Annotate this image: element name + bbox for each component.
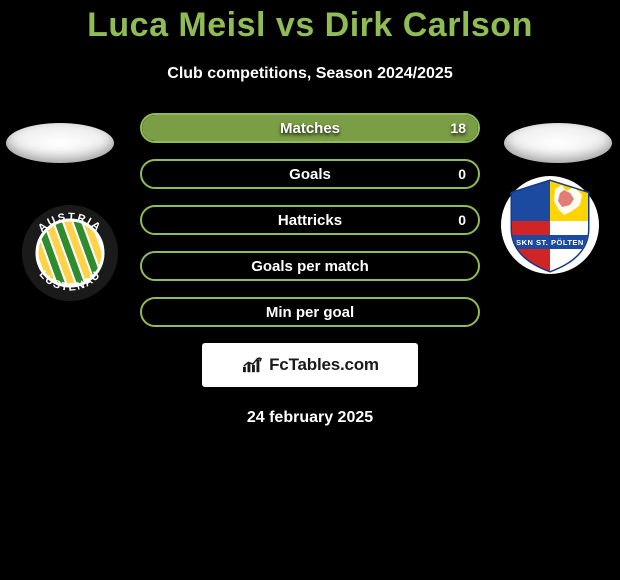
stat-row: Goals per match <box>140 251 480 281</box>
club-badge-left: AUSTRIA LUSTENAU <box>20 193 120 313</box>
brand-suffix: Tables.com <box>289 355 379 374</box>
player-photo-left <box>6 123 114 163</box>
subtitle: Club competitions, Season 2024/2025 <box>0 65 620 83</box>
stats-area: AUSTRIA LUSTENAU <box>0 113 620 327</box>
stat-value-left <box>140 297 168 327</box>
infographic-root: Luca Meisl vs Dirk Carlson Club competit… <box>0 0 620 580</box>
stat-value-left <box>140 113 168 143</box>
stat-row: Matches18 <box>140 113 480 143</box>
stat-label: Min per goal <box>140 297 480 327</box>
title-text: Luca Meisl vs Dirk Carlson <box>87 6 533 44</box>
stat-rows: Matches18Goals0Hattricks0Goals per match… <box>140 113 480 327</box>
stat-value-right: 18 <box>436 113 480 143</box>
right-badge-banner-text: SKN ST. PÖLTEN <box>516 238 584 247</box>
stat-value-right: 0 <box>444 205 480 235</box>
page-title: Luca Meisl vs Dirk Carlson <box>0 6 620 45</box>
stat-value-right <box>452 251 480 281</box>
stat-row: Min per goal <box>140 297 480 327</box>
brand-badge: FcTables.com <box>202 343 418 387</box>
stat-value-right: 0 <box>444 159 480 189</box>
brand-chart-icon <box>241 356 263 374</box>
stat-label: Matches <box>140 113 480 143</box>
stat-value-left <box>140 251 168 281</box>
datestamp: 24 february 2025 <box>0 409 620 427</box>
stat-value-left <box>140 205 168 235</box>
player-photo-right <box>504 123 612 163</box>
stat-label: Hattricks <box>140 205 480 235</box>
stat-value-left <box>140 159 168 189</box>
stat-value-right <box>452 297 480 327</box>
stat-row: Goals0 <box>140 159 480 189</box>
brand-prefix: Fc <box>269 355 288 374</box>
stat-label: Goals per match <box>140 251 480 281</box>
brand-text: FcTables.com <box>269 355 379 375</box>
stat-row: Hattricks0 <box>140 205 480 235</box>
stat-label: Goals <box>140 159 480 189</box>
club-badge-right: SKN ST. PÖLTEN <box>500 175 600 275</box>
